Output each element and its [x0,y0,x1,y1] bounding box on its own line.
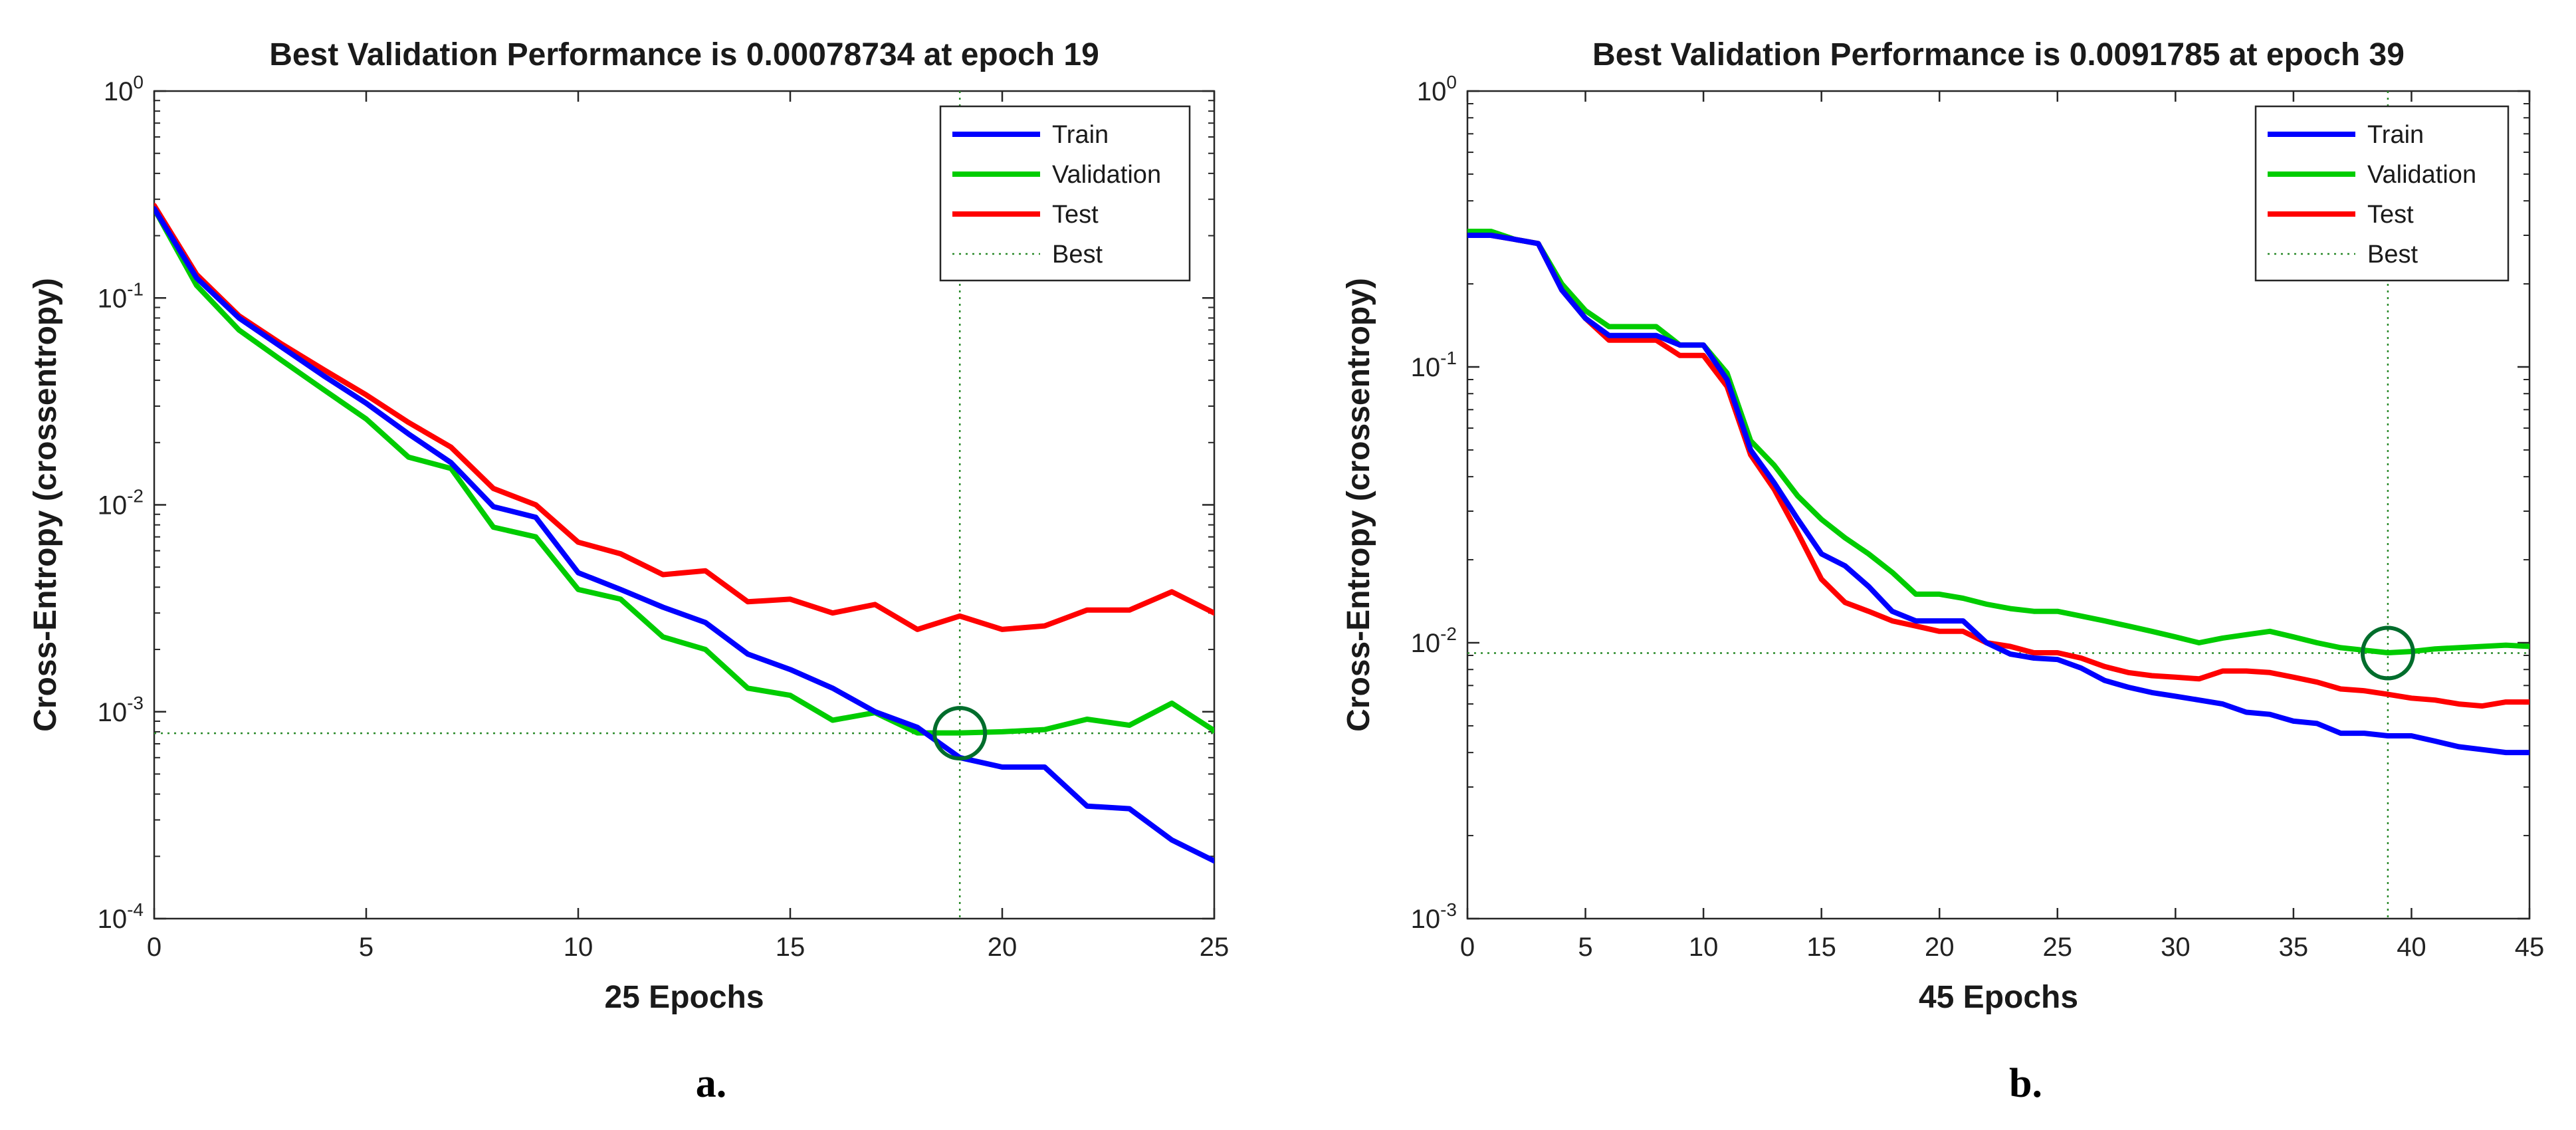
y-tick-label: 10-3 [98,693,144,727]
y-tick-label: 10-1 [98,279,144,313]
y-tick-base: 10 [98,491,128,520]
y-axis-label: Cross-Entropy (crossentropy) [28,278,63,732]
x-tick-label: 5 [359,933,374,962]
legend-label-best: Best [1052,241,1103,269]
y-tick-exponent: -2 [127,486,144,507]
y-tick-label: 10-2 [98,486,144,520]
y-tick-base: 10 [98,698,128,727]
x-axis-label: 45 Epochs [1919,980,2078,1015]
x-tick-label: 25 [1200,933,1230,962]
x-tick-label: 0 [1460,933,1475,962]
chart-title: Best Validation Performance is 0.0007873… [269,37,1099,72]
x-tick-label: 5 [1578,933,1592,962]
y-tick-exponent: -2 [1440,623,1457,644]
chart-panel-a: 0 5 10 15 20 2510-410-310-210-1100TrainValida… [28,37,1229,1106]
series-line-test [1467,233,2529,709]
legend-label-best: Best [2367,241,2418,269]
y-tick-exponent: 0 [1446,72,1457,92]
panel-label: b. [2009,1061,2042,1106]
y-tick-exponent: -1 [127,279,144,299]
legend-label-test: Test [2367,201,2414,229]
legend-label-train: Train [1052,121,1109,149]
y-tick-exponent: 0 [133,72,144,92]
series-line-test [154,203,1214,632]
y-tick-base: 10 [1411,905,1441,934]
x-axis-label: 25 Epochs [604,980,764,1015]
x-tick-label: 35 [2279,933,2309,962]
y-tick-base: 10 [1417,77,1447,106]
y-tick-exponent: -3 [1440,899,1457,920]
x-tick-label: 25 [2043,933,2073,962]
y-tick-base: 10 [98,905,128,934]
legend-label-test: Test [1052,201,1099,229]
y-tick-label: 100 [1417,72,1457,106]
x-tick-label: 45 [2515,933,2545,962]
series-line-validation [154,206,1214,736]
y-tick-base: 10 [1411,629,1441,658]
y-tick-exponent: -3 [127,693,144,713]
panel-label: a. [696,1061,727,1106]
y-tick-base: 10 [98,284,128,313]
y-tick-label: 10-2 [1411,623,1457,658]
series-line-train [154,206,1214,864]
legend-label-validation: Validation [1052,161,1161,189]
y-tick-label: 10-3 [1411,899,1457,934]
y-tick-base: 10 [104,77,134,106]
legend-label-validation: Validation [2367,161,2476,189]
x-tick-label: 20 [1925,933,1955,962]
x-tick-label: 15 [1806,933,1836,962]
y-tick-base: 10 [1411,353,1441,382]
y-tick-label: 100 [104,72,144,106]
series-line-train [1467,233,2529,756]
legend-label-train: Train [2367,121,2424,149]
y-axis-label: Cross-Entropy (crossentropy) [1341,278,1376,732]
chart-panel-b: 0 5 10 15 20 25 30 35 40 4510-310-210-1100TrainVa… [1341,37,2544,1106]
best-marker-circle [932,706,988,761]
x-tick-label: 40 [2397,933,2426,962]
x-tick-label: 30 [2161,933,2191,962]
x-tick-label: 15 [776,933,805,962]
x-tick-label: 10 [564,933,593,962]
y-tick-label: 10-4 [98,899,144,934]
chart-title: Best Validation Performance is 0.0091785… [1592,37,2405,72]
best-marker-circle [2360,625,2415,681]
y-tick-exponent: -1 [1440,348,1457,368]
x-tick-label: 10 [1689,933,1719,962]
y-tick-exponent: -4 [127,899,144,920]
series-line-validation [1467,229,2529,655]
y-tick-label: 10-1 [1411,348,1457,382]
x-tick-label: 0 [147,933,161,962]
x-tick-label: 20 [988,933,1018,962]
